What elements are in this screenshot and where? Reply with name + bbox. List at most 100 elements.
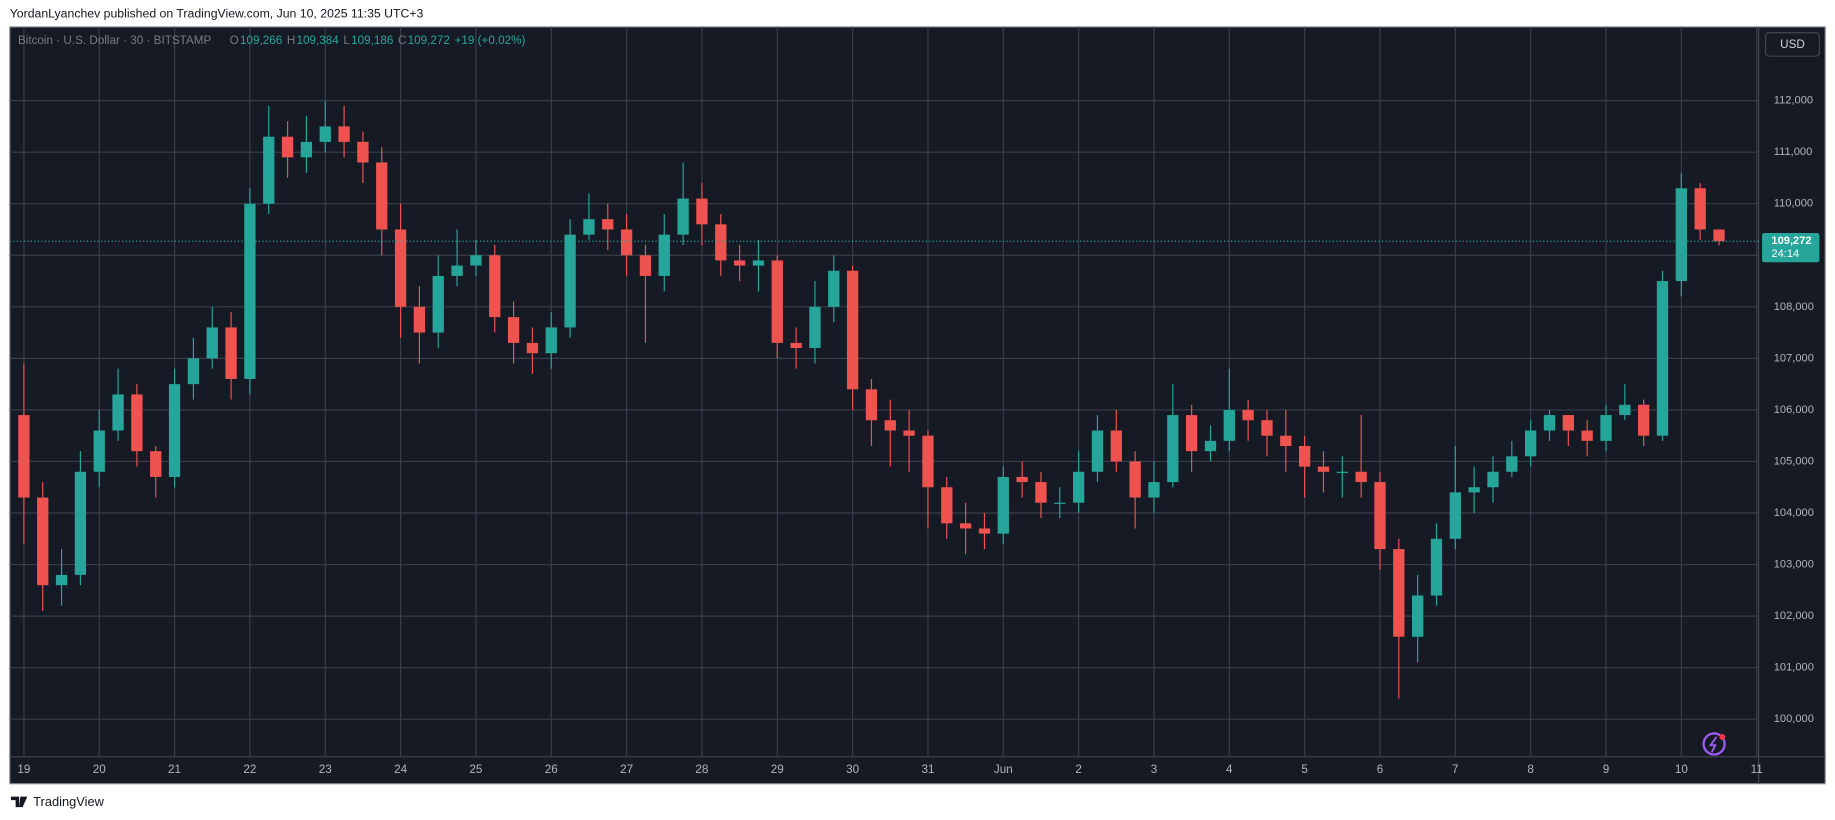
tv-logo [10, 796, 28, 808]
ohlc-legend: O 109,266 H 109,384 L 109,186 C 109,272 +19 (+0.… [230, 34, 526, 47]
candle-body [1374, 482, 1386, 550]
candle-body [432, 275, 444, 333]
candle-body [846, 270, 859, 390]
candle-body [1242, 409, 1254, 421]
candle-body [281, 136, 294, 158]
x-tick-label: 30 [846, 763, 860, 776]
bolt-icon [1708, 736, 1718, 753]
last-price-label: 109,272 [1771, 235, 1811, 247]
x-tick-label: 26 [545, 763, 558, 776]
candle-body [997, 476, 1009, 534]
candle-body [1223, 409, 1235, 441]
candle-body [865, 389, 878, 421]
x-tick-label: 24 [394, 763, 408, 776]
candle-body [809, 306, 821, 349]
y-tick-label: 112,000 [1774, 95, 1813, 107]
candle-body [1600, 415, 1612, 441]
publish-info: YordanLyanchev published on TradingView.… [10, 6, 424, 20]
notify-dot [1719, 734, 1726, 740]
candle-body [828, 270, 840, 307]
candle-body [1525, 430, 1537, 457]
ohlc-high: 109,384 [296, 34, 339, 47]
x-tick-label: 10 [1675, 763, 1689, 776]
candle-body [1261, 420, 1273, 436]
ohlc-close: 109,272 [408, 34, 450, 47]
x-tick-label: 27 [620, 763, 633, 776]
candle-body [677, 198, 689, 235]
y-tick-label: 106,000 [1774, 404, 1814, 416]
candle-body [93, 430, 105, 472]
candle-body [1562, 415, 1574, 431]
y-tick-label: 110,000 [1774, 198, 1813, 210]
x-tick-label: 7 [1452, 763, 1459, 776]
y-tick-label: 105,000 [1774, 455, 1814, 467]
x-tick-label: 25 [469, 763, 483, 776]
candle-body [884, 420, 896, 431]
x-tick-label: 6 [1377, 763, 1384, 776]
candle-body [206, 327, 218, 359]
currency: USD [1780, 38, 1805, 51]
candle-body [1430, 538, 1443, 596]
y-tick-label: 104,000 [1774, 507, 1814, 519]
ohlc-low: 109,186 [351, 34, 393, 47]
candle-body [1072, 471, 1085, 503]
ohlc-h-label: H [287, 34, 295, 47]
axes: 100,000 101,000 102,000 103,000 104,000 105,0… [17, 95, 1820, 776]
candle-body [244, 203, 256, 379]
candle-body [696, 198, 708, 225]
candle-body [357, 141, 369, 163]
candle-body [959, 523, 972, 529]
x-tick-label: 31 [921, 763, 934, 776]
candle-body [602, 219, 614, 230]
candle-body [1694, 188, 1706, 230]
candle-body [941, 487, 953, 524]
candle-body [74, 471, 87, 575]
chart-panel [9, 26, 1826, 785]
currency-button[interactable] [1764, 32, 1820, 57]
candle-body [225, 327, 237, 379]
x-tick-label: 21 [168, 763, 181, 776]
candle-body [1204, 440, 1217, 452]
candle-body [1185, 415, 1198, 452]
candle-body [1148, 482, 1160, 498]
candle-body [526, 342, 539, 354]
candle-body [1638, 404, 1650, 436]
x-tick-label: 29 [771, 763, 784, 776]
x-tick-label: 3 [1151, 763, 1158, 776]
candle-body [771, 260, 783, 343]
assistant-icon[interactable] [1702, 732, 1726, 756]
candle-body [1487, 471, 1499, 488]
candle-body [1280, 435, 1292, 446]
candle-body [319, 126, 331, 142]
x-tick-label: 20 [93, 763, 107, 776]
ohlc-open: 109,266 [240, 34, 282, 47]
candle-body [1675, 188, 1687, 282]
candle-body [470, 255, 482, 266]
candle-body [55, 574, 68, 586]
ohlc-c-label: C [398, 34, 406, 47]
y-tick-label: 103,000 [1774, 558, 1814, 570]
x-tick-label: 28 [695, 763, 708, 776]
candle-body [1317, 466, 1330, 472]
candles [9, 100, 1759, 699]
candle-body [1449, 492, 1461, 539]
candle-body [1298, 445, 1311, 467]
x-tick-label: 19 [17, 763, 30, 776]
candle-body [1506, 456, 1518, 472]
candle-body [168, 384, 181, 477]
candle-body [583, 219, 595, 235]
candle-body [376, 162, 388, 230]
candle-body [187, 358, 200, 385]
countdown: 24:14 [1771, 248, 1799, 260]
x-tick-label: Jun [994, 763, 1013, 776]
candle-body [790, 342, 802, 349]
x-tick-label: 22 [243, 763, 256, 776]
candle-body [413, 306, 426, 333]
y-tick-label: 111,000 [1774, 146, 1813, 158]
y-tick-label: 108,000 [1774, 301, 1814, 313]
candle-body [1656, 281, 1669, 436]
candle-body [752, 260, 765, 266]
x-tick-label: 8 [1527, 763, 1534, 776]
